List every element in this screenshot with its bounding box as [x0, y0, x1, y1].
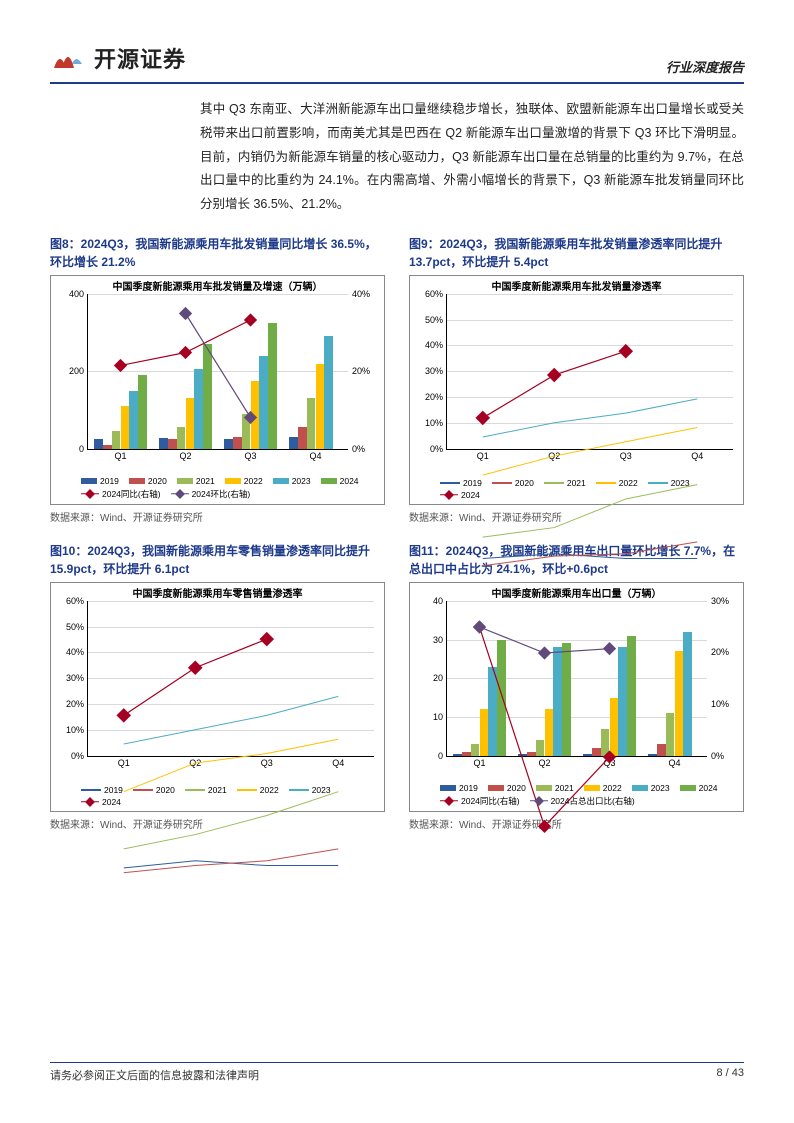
- chart-inner-title: 中国季度新能源乘用车出口量（万辆）: [410, 585, 743, 600]
- chart-8: 图8：2024Q3，我国新能源乘用车批发销量同比增长 36.5%，环比增长 21…: [50, 235, 385, 524]
- chart-title: 图9：2024Q3，我国新能源乘用车批发销量渗透率同比提升 13.7pct，环比…: [409, 235, 744, 271]
- chart-9: 图9：2024Q3，我国新能源乘用车批发销量渗透率同比提升 13.7pct，环比…: [409, 235, 744, 524]
- plot-area: 0%10%20%30%40%50%60%Q1Q2Q3Q4: [87, 601, 374, 757]
- plot-area: 02004000%20%40%Q1Q2Q3Q4: [87, 294, 348, 450]
- body-paragraph: 其中 Q3 东南亚、大洋洲新能源车出口量继续稳步增长，独联体、欧盟新能源车出口量…: [200, 98, 744, 217]
- company-name: 开源证券: [94, 42, 186, 74]
- chart-legend: 201920202021202220232024: [440, 478, 733, 500]
- chart-title: 图8：2024Q3，我国新能源乘用车批发销量同比增长 36.5%，环比增长 21…: [50, 235, 385, 271]
- page-header: 开源证券 行业深度报告: [50, 40, 744, 84]
- footer-page-number: 8 / 43: [716, 1067, 744, 1083]
- chart-box: 中国季度新能源乘用车批发销量渗透率0%10%20%30%40%50%60%Q1Q…: [409, 275, 744, 505]
- chart-legend: 201920202021202220232024: [81, 785, 374, 807]
- company-logo: 开源证券: [50, 40, 186, 76]
- page-footer: 请务必参阅正文后面的信息披露和法律声明 8 / 43: [50, 1062, 744, 1083]
- chart-inner-title: 中国季度新能源乘用车批发销量渗透率: [410, 278, 743, 293]
- plot-area: 0102030400%10%20%30%Q1Q2Q3Q4: [446, 601, 707, 757]
- chart-box: 中国季度新能源乘用车出口量（万辆）0102030400%10%20%30%Q1Q…: [409, 582, 744, 812]
- chart-box: 中国季度新能源乘用车零售销量渗透率0%10%20%30%40%50%60%Q1Q…: [50, 582, 385, 812]
- charts-grid: 图8：2024Q3，我国新能源乘用车批发销量同比增长 36.5%，环比增长 21…: [50, 235, 744, 831]
- chart-inner-title: 中国季度新能源乘用车批发销量及增速（万辆）: [51, 278, 384, 293]
- chart-legend: 2019202020212022202320242024同比(右轴)2024环比…: [81, 476, 374, 500]
- chart-10: 图10：2024Q3，我国新能源乘用车零售销量渗透率同比提升 15.9pct，环…: [50, 542, 385, 831]
- chart-box: 中国季度新能源乘用车批发销量及增速（万辆）02004000%20%40%Q1Q2…: [50, 275, 385, 505]
- plot-area: 0%10%20%30%40%50%60%Q1Q2Q3Q4: [446, 294, 733, 450]
- document-type: 行业深度报告: [666, 57, 744, 76]
- chart-legend: 2019202020212022202320242024同比(右轴)2024占总…: [440, 783, 733, 807]
- footer-disclaimer: 请务必参阅正文后面的信息披露和法律声明: [50, 1067, 259, 1083]
- logo-icon: [50, 40, 86, 76]
- chart-inner-title: 中国季度新能源乘用车零售销量渗透率: [51, 585, 384, 600]
- chart-11: 图11：2024Q3，我国新能源乘用车出口量环比增长 7.7%，在总出口中占比为…: [409, 542, 744, 831]
